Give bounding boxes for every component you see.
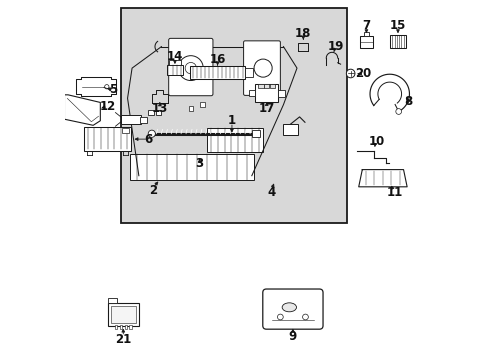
Text: 2: 2	[149, 184, 157, 197]
Text: 14: 14	[166, 50, 183, 63]
Text: 15: 15	[389, 19, 406, 32]
Bar	[283, 124, 297, 135]
Circle shape	[346, 69, 354, 78]
Bar	[84, 127, 131, 151]
Bar	[264, 84, 269, 88]
Circle shape	[104, 85, 109, 89]
Bar	[251, 130, 259, 137]
Bar	[169, 60, 180, 65]
Text: 17: 17	[258, 103, 274, 116]
Bar	[245, 68, 253, 77]
Text: 10: 10	[368, 135, 385, 148]
Text: 5: 5	[108, 83, 117, 96]
Bar	[124, 325, 126, 329]
Circle shape	[185, 63, 196, 74]
Circle shape	[148, 130, 155, 137]
Circle shape	[302, 314, 308, 320]
Bar	[389, 36, 405, 48]
Text: 4: 4	[267, 186, 275, 199]
Text: 18: 18	[295, 27, 311, 40]
Text: 7: 7	[362, 19, 370, 32]
Polygon shape	[64, 95, 100, 125]
Bar	[167, 65, 183, 75]
Ellipse shape	[282, 303, 296, 312]
Bar	[147, 110, 154, 116]
FancyBboxPatch shape	[243, 41, 280, 95]
Bar	[108, 303, 138, 325]
Text: 1: 1	[227, 114, 236, 127]
Text: 16: 16	[209, 53, 225, 66]
Bar	[258, 84, 263, 88]
Bar	[255, 84, 278, 102]
Text: 6: 6	[144, 132, 152, 145]
Text: 8: 8	[404, 95, 412, 108]
Bar	[278, 90, 284, 97]
Bar	[140, 117, 147, 123]
Bar	[200, 102, 204, 107]
Bar	[156, 111, 161, 115]
Bar	[122, 128, 129, 133]
Text: 3: 3	[195, 157, 203, 170]
Polygon shape	[358, 170, 407, 187]
Bar	[121, 8, 346, 223]
Bar	[206, 129, 263, 152]
Bar	[129, 154, 254, 180]
FancyBboxPatch shape	[262, 289, 323, 329]
Circle shape	[254, 59, 272, 77]
Bar	[120, 325, 122, 329]
Text: 12: 12	[99, 100, 115, 113]
Bar	[111, 306, 135, 323]
Text: 11: 11	[386, 186, 403, 199]
Circle shape	[277, 314, 283, 320]
Text: 19: 19	[327, 40, 343, 53]
Bar	[189, 66, 245, 79]
Bar	[269, 84, 274, 88]
Text: 20: 20	[355, 67, 371, 80]
FancyBboxPatch shape	[168, 39, 212, 96]
Bar	[364, 32, 368, 36]
Bar	[108, 298, 117, 303]
Text: 9: 9	[288, 330, 296, 343]
Bar	[121, 116, 140, 124]
Bar	[248, 90, 255, 96]
Circle shape	[395, 109, 401, 114]
Bar	[359, 36, 372, 48]
Bar	[115, 325, 117, 329]
Text: 13: 13	[151, 102, 168, 115]
Bar	[129, 325, 131, 329]
Bar	[188, 107, 193, 111]
Text: 21: 21	[115, 333, 131, 346]
Circle shape	[178, 56, 203, 81]
